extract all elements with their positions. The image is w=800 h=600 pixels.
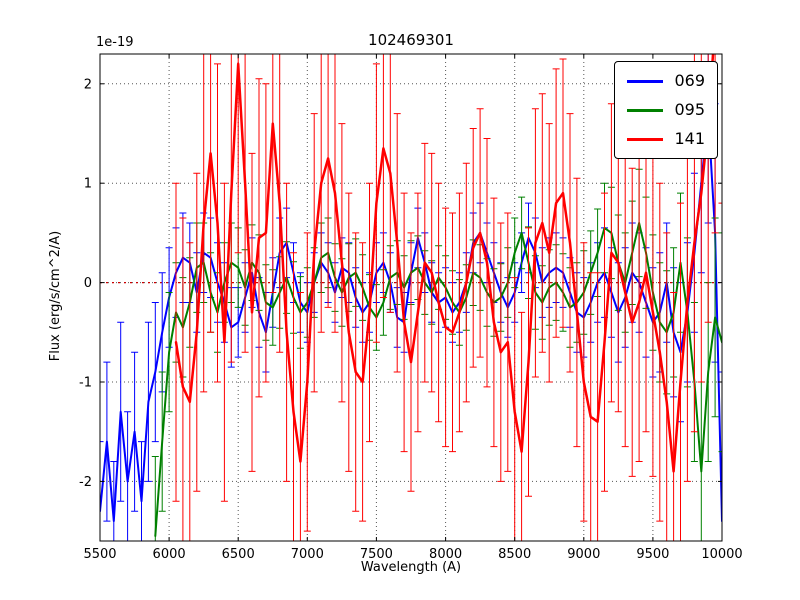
legend-label: 141 xyxy=(674,129,705,148)
x-axis-label: Wavelength (A) xyxy=(360,560,462,575)
legend-entry-095: 095 xyxy=(627,99,705,121)
legend-line-green xyxy=(627,108,664,112)
svg-text:0: 0 xyxy=(84,276,92,291)
svg-text:7000: 7000 xyxy=(291,547,324,562)
svg-text:9500: 9500 xyxy=(636,547,669,562)
legend-label: 069 xyxy=(674,71,705,90)
legend-line-blue xyxy=(627,79,664,83)
svg-text:5500: 5500 xyxy=(83,547,116,562)
y-axis-label: Flux (erg/s/cm^2/A) xyxy=(48,230,63,362)
svg-text:10000: 10000 xyxy=(701,547,742,562)
svg-text:7500: 7500 xyxy=(360,547,393,562)
svg-text:9000: 9000 xyxy=(567,547,600,562)
svg-text:6500: 6500 xyxy=(222,547,255,562)
svg-text:8500: 8500 xyxy=(498,547,531,562)
svg-text:-2: -2 xyxy=(79,475,92,490)
legend-entry-141: 141 xyxy=(627,128,705,150)
legend-entry-069: 069 xyxy=(627,70,705,92)
svg-text:8000: 8000 xyxy=(429,547,462,562)
chart-title: 102469301 xyxy=(368,31,454,49)
svg-text:2: 2 xyxy=(84,77,92,92)
legend-line-red xyxy=(627,137,664,141)
svg-text:1: 1 xyxy=(84,177,92,192)
svg-text:6000: 6000 xyxy=(153,547,186,562)
legend-label: 095 xyxy=(674,100,705,119)
svg-text:-1: -1 xyxy=(79,376,92,391)
y-axis-offset-label: 1e-19 xyxy=(96,35,134,50)
legend: 069 095 141 xyxy=(614,61,718,159)
